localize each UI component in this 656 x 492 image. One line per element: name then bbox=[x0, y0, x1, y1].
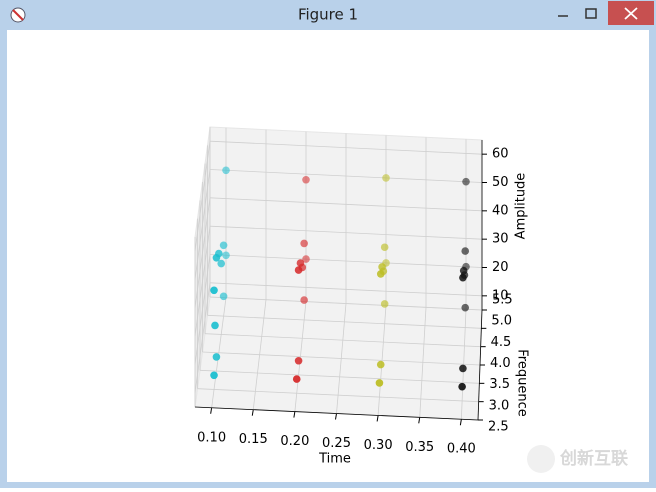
x-tick bbox=[459, 419, 462, 426]
x-tick-label: 0.40 bbox=[447, 442, 476, 457]
x-tick bbox=[335, 413, 337, 420]
watermark: 创新互联 bbox=[559, 448, 628, 469]
z-tick-label: 40 bbox=[492, 203, 509, 218]
y-tick-label: 2.5 bbox=[488, 420, 509, 435]
x-tick-label: 0.35 bbox=[405, 440, 434, 455]
grid-line bbox=[194, 254, 211, 365]
y-tick-label: 5.0 bbox=[491, 314, 512, 329]
grid-line bbox=[209, 225, 483, 240]
data-point bbox=[379, 267, 388, 276]
data-point bbox=[302, 175, 310, 184]
data-point bbox=[461, 303, 470, 312]
data-point bbox=[222, 166, 230, 175]
x-tick-label: 0.30 bbox=[364, 438, 393, 453]
data-point bbox=[462, 177, 470, 186]
x-tick-label: 0.20 bbox=[280, 434, 309, 449]
grid-line bbox=[197, 388, 479, 403]
x-tick-label: 0.10 bbox=[197, 430, 226, 445]
data-point bbox=[300, 296, 308, 304]
grid-line bbox=[194, 141, 211, 252]
data-point bbox=[294, 356, 303, 365]
data-point bbox=[219, 292, 228, 301]
y-axis-label: Frequence bbox=[515, 349, 530, 416]
data-point bbox=[292, 375, 301, 383]
grid-line bbox=[204, 333, 481, 348]
data-point bbox=[300, 239, 308, 248]
grid-line bbox=[209, 169, 483, 183]
watermark-logo bbox=[527, 445, 555, 473]
data-point bbox=[298, 263, 307, 272]
data-point bbox=[382, 174, 390, 182]
x-axis-label: Time bbox=[318, 452, 351, 467]
grid-line bbox=[194, 226, 211, 337]
data-point bbox=[380, 243, 389, 252]
data-point bbox=[219, 241, 228, 250]
z-tick-label: 60 bbox=[492, 147, 509, 162]
data-point bbox=[302, 255, 310, 263]
plot-3d: 0.10 0.15 0.20 0.25 0.30 0.35 0.40 2.5 3.0 3.5 4.0… bbox=[194, 126, 513, 457]
y-tick-label: 3.5 bbox=[489, 377, 510, 392]
data-point bbox=[215, 249, 223, 258]
z-tick-label: 50 bbox=[492, 175, 509, 190]
z-tick-label: 10 bbox=[492, 288, 509, 303]
data-point bbox=[210, 286, 218, 295]
window-title: Figure 1 bbox=[298, 6, 358, 24]
data-point bbox=[460, 271, 469, 279]
z-axis-label: Amplitude bbox=[514, 173, 529, 240]
app-icon bbox=[10, 7, 26, 23]
x-tick-label: 0.25 bbox=[322, 436, 351, 451]
grid-line bbox=[199, 369, 480, 384]
data-point bbox=[375, 379, 384, 387]
y-tick-label: 5.5 bbox=[492, 293, 513, 308]
x-tick bbox=[251, 409, 254, 416]
x-tick bbox=[293, 411, 296, 418]
x-tick-label: 0.15 bbox=[239, 432, 268, 447]
grid-line bbox=[209, 282, 483, 297]
axis-line bbox=[477, 309, 483, 421]
grid-line bbox=[202, 351, 481, 366]
data-point bbox=[459, 364, 467, 373]
data-point bbox=[211, 321, 219, 330]
y-tick-label: 3.0 bbox=[489, 398, 510, 413]
maximize-button[interactable] bbox=[585, 8, 597, 19]
y-tick-label: 4.0 bbox=[490, 356, 511, 371]
x-tick bbox=[418, 417, 421, 424]
grid-line bbox=[209, 254, 483, 268]
grid-line bbox=[194, 197, 211, 308]
grid-line bbox=[194, 282, 211, 393]
grid-line bbox=[207, 314, 482, 329]
data-point bbox=[461, 247, 470, 255]
z-tick-label: 30 bbox=[492, 232, 509, 247]
z-tick-label: 20 bbox=[492, 260, 509, 275]
x-tick bbox=[376, 415, 379, 422]
data-point bbox=[217, 259, 226, 268]
grid-line bbox=[209, 296, 483, 311]
data-point bbox=[212, 353, 221, 361]
grid-line bbox=[209, 140, 483, 155]
grid-line bbox=[209, 197, 483, 212]
grid-line bbox=[194, 169, 211, 280]
data-point bbox=[380, 300, 389, 308]
data-point bbox=[458, 382, 466, 391]
axis-line bbox=[194, 406, 479, 421]
data-point bbox=[210, 371, 218, 380]
x-tick bbox=[210, 407, 213, 414]
close-icon bbox=[624, 7, 638, 20]
data-point bbox=[222, 251, 230, 260]
data-point bbox=[376, 360, 385, 369]
y-tick-label: 4.5 bbox=[491, 335, 512, 350]
